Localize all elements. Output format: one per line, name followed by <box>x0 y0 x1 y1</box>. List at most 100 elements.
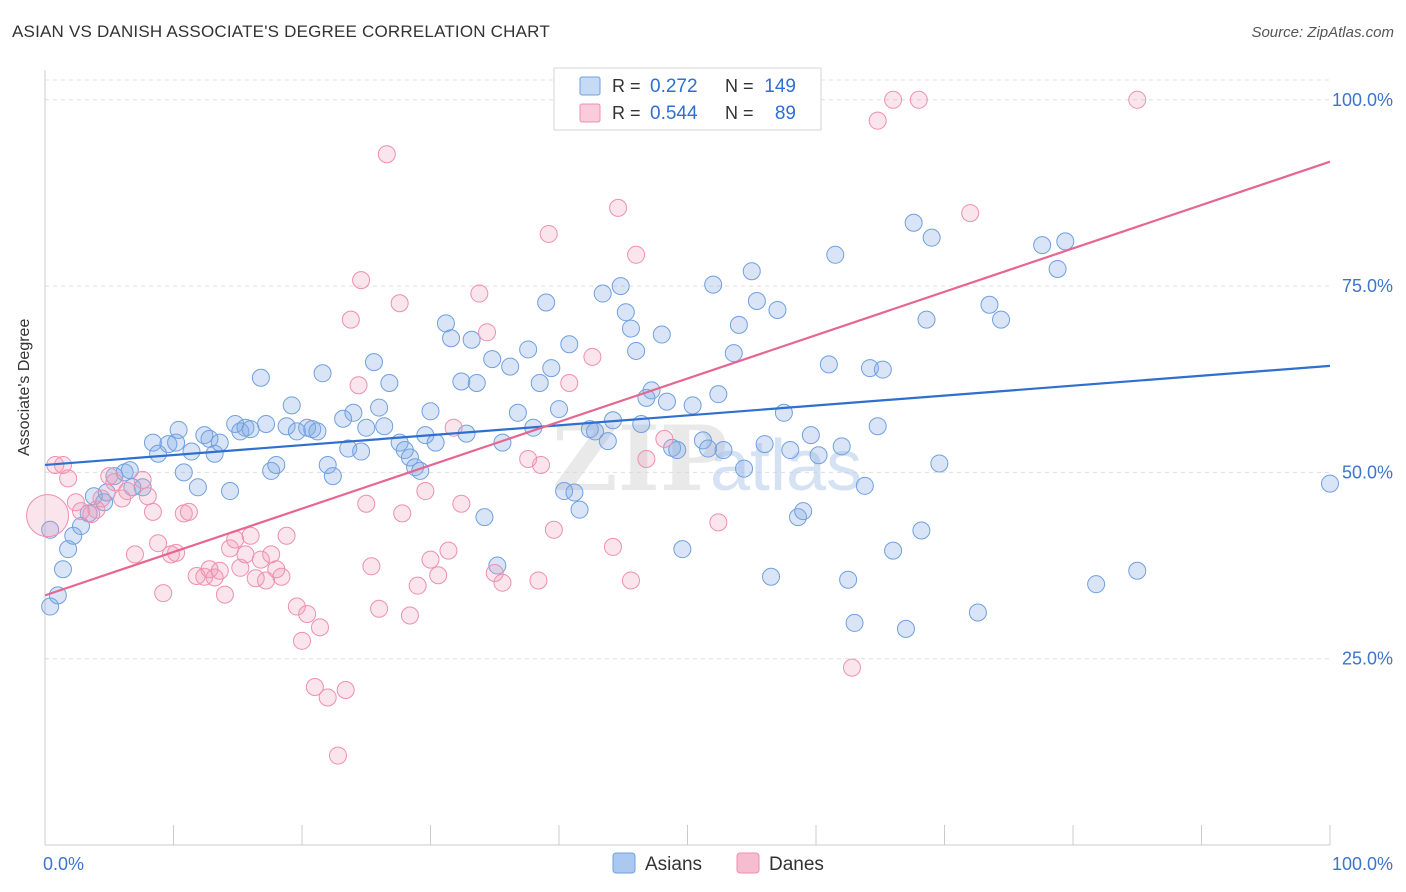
asians-point <box>747 292 766 311</box>
asians-point <box>59 540 78 559</box>
series-legend: Asians Danes <box>612 852 824 875</box>
asians-point <box>729 315 748 334</box>
danes-point <box>100 467 119 486</box>
asians-point <box>421 402 440 421</box>
asians-point <box>1321 474 1339 493</box>
danes-point <box>231 558 250 577</box>
asians-point <box>550 400 568 419</box>
danes-point <box>532 455 551 474</box>
asians-point <box>992 310 1011 329</box>
danes-point <box>909 90 928 109</box>
asians-point <box>904 213 923 232</box>
danes-point <box>357 494 376 513</box>
danes-point <box>544 520 563 539</box>
danes-point <box>59 469 78 488</box>
asians-point <box>344 403 363 422</box>
legend-swatch <box>579 103 601 123</box>
asians-point <box>611 277 630 296</box>
danes-point <box>118 482 137 501</box>
asians-point <box>794 502 813 521</box>
asians-point <box>755 435 774 454</box>
asians-point <box>287 422 306 441</box>
asians-point <box>598 432 617 451</box>
danes-point <box>408 576 427 595</box>
asians-point <box>1056 232 1075 251</box>
asians-point <box>826 245 845 264</box>
asians-point <box>313 364 332 383</box>
asians-point <box>493 433 512 452</box>
asians-point <box>241 420 260 439</box>
danes-point <box>179 502 198 521</box>
danes-point <box>627 245 646 264</box>
asians-point <box>922 228 941 247</box>
legend-label-asians: Asians <box>645 854 702 875</box>
trend-lines <box>44 160 1331 597</box>
y-tick-label: 25.0% <box>1342 649 1393 669</box>
danes-point <box>390 294 409 313</box>
danes-point <box>485 564 504 583</box>
asians-point <box>64 526 83 545</box>
danes-point <box>421 550 440 569</box>
asians-point <box>621 319 640 338</box>
danes-point <box>92 489 111 508</box>
legend-n-value: 149 <box>764 76 796 97</box>
axes <box>44 70 1331 846</box>
danes-point <box>842 658 861 677</box>
asians-point <box>475 508 494 527</box>
asians-trend-line <box>44 364 1331 467</box>
asians-point <box>537 293 556 312</box>
asians-point <box>467 373 486 392</box>
danes-point <box>277 526 296 545</box>
danes-point <box>310 618 329 637</box>
danes-point <box>251 550 270 569</box>
asians-point <box>781 441 800 460</box>
asians-point <box>832 437 851 456</box>
danes-point <box>138 487 157 506</box>
data-points <box>26 90 1339 765</box>
asians-point <box>930 454 949 473</box>
asians-point <box>159 435 178 454</box>
asians-point <box>1033 236 1052 255</box>
asians-point <box>565 483 584 502</box>
asians-point <box>683 396 702 415</box>
asians-point <box>380 373 399 392</box>
danes-point <box>400 606 419 625</box>
asians-point <box>657 392 676 411</box>
danes-point <box>637 449 656 468</box>
danes-point <box>370 599 389 618</box>
danes-point <box>293 631 311 650</box>
asians-point <box>257 414 276 433</box>
asians-point <box>364 353 383 372</box>
asians-point <box>884 541 903 560</box>
asians-point <box>1128 561 1147 580</box>
danes-point <box>241 526 260 545</box>
danes-point <box>236 545 255 564</box>
danes-point <box>298 604 317 623</box>
danes-point <box>143 502 162 521</box>
danes-point <box>609 198 628 217</box>
asians-point <box>627 341 646 360</box>
asians-point <box>323 467 342 486</box>
asians-point <box>308 422 327 441</box>
asians-point <box>251 368 270 387</box>
asians-point <box>262 461 281 480</box>
danes-point <box>349 376 368 395</box>
danes-point <box>377 145 396 164</box>
danes-point <box>444 418 463 437</box>
asians-point <box>182 442 201 461</box>
asians-point <box>912 521 931 540</box>
asians-point <box>188 478 207 497</box>
danes-point <box>429 566 448 585</box>
danes-point <box>272 567 291 586</box>
asians-point <box>400 448 419 467</box>
asians-point <box>210 433 229 452</box>
asians-point <box>839 570 858 589</box>
legend-r-label: R = <box>612 103 641 123</box>
asians-point <box>508 403 527 422</box>
asians-point <box>205 444 224 463</box>
danes-point <box>493 573 512 592</box>
asians-point <box>483 350 502 369</box>
asians-point <box>768 300 787 319</box>
asians-point <box>357 418 376 437</box>
